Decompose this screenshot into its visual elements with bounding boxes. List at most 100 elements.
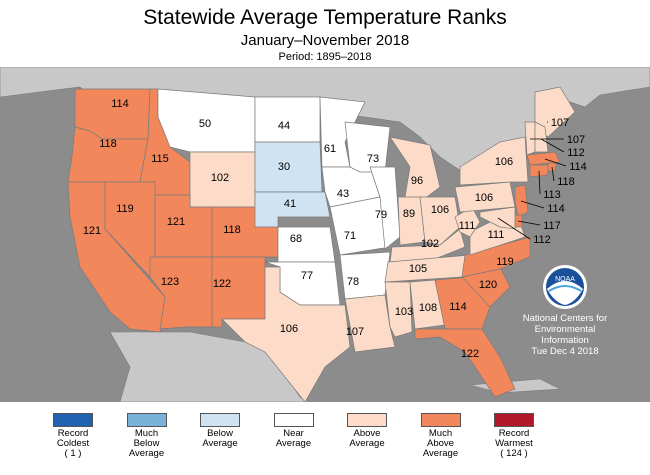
rank-mt: 50 — [199, 118, 211, 130]
legend-swatch — [494, 413, 534, 427]
legend-label: Above Average — [349, 428, 385, 449]
noaa-logo: NOAA — [543, 265, 587, 309]
rank-ct: 113 — [543, 189, 561, 201]
legend-swatch — [273, 413, 314, 427]
leader-line-nj — [520, 200, 545, 209]
rank-ms: 103 — [395, 306, 413, 318]
us-temperature-map: 114 118 121 115 119 50 102 121 123 118 122 44 30 41 68… — [0, 67, 650, 402]
state-nm — [211, 256, 266, 328]
rank-ia: 43 — [337, 188, 349, 200]
legend-item-much-below: Much Below Average — [115, 413, 179, 459]
rank-ut: 121 — [167, 216, 185, 228]
rank-vt: 107 — [567, 134, 585, 146]
rank-or: 118 — [99, 138, 117, 150]
state-ma — [526, 151, 561, 166]
rank-ks: 68 — [290, 233, 302, 245]
rank-nh: 112 — [567, 147, 585, 159]
rank-ny: 106 — [495, 156, 513, 168]
leader-line-ri — [551, 166, 555, 182]
rank-al: 108 — [419, 302, 437, 314]
legend-label: Much Below Average — [128, 428, 165, 459]
map-title: Statewide Average Temperature Ranks — [143, 6, 507, 29]
rank-fl: 122 — [461, 348, 479, 360]
rank-ky: 102 — [421, 238, 439, 250]
state-mn — [319, 96, 366, 168]
rank-ar: 78 — [347, 276, 359, 288]
rank-la: 107 — [346, 326, 364, 338]
legend-label: Near Average — [275, 428, 312, 449]
legend-swatch — [53, 413, 93, 427]
state-ms — [384, 281, 413, 338]
rank-ne: 41 — [284, 198, 296, 210]
rank-wi: 73 — [367, 153, 379, 165]
legend-label: Much Above Average — [422, 428, 459, 459]
legend-item-record-warmest: Record Warmest( 124 ) — [482, 413, 546, 459]
credit-line-1: National Centers for — [523, 313, 607, 324]
rank-ca: 121 — [83, 225, 101, 237]
rank-md: 112 — [533, 234, 551, 246]
rank-il: 79 — [375, 209, 387, 221]
legend-swatch — [347, 413, 387, 427]
rank-sd: 30 — [278, 161, 290, 173]
state-me — [534, 86, 576, 138]
rank-mi: 96 — [411, 175, 423, 187]
leader-line-de — [517, 220, 541, 226]
legend-swatch — [420, 413, 461, 427]
leader-line-ma — [544, 158, 567, 167]
noaa-logo-text: NOAA — [555, 276, 575, 283]
rank-ga: 114 — [449, 301, 467, 313]
credit-date: Tue Dec 4 2018 — [531, 346, 598, 357]
legend-item-much-above: Much Above Average — [409, 413, 473, 459]
legend-label: Record Warmest( 124 ) — [495, 428, 533, 459]
rank-nm: 122 — [213, 278, 231, 290]
rank-in: 89 — [403, 208, 415, 220]
rank-ok: 77 — [301, 270, 313, 282]
state-nc — [461, 236, 531, 278]
rank-wa: 114 — [111, 98, 129, 110]
state-nh — [534, 121, 549, 153]
rank-oh: 106 — [431, 204, 449, 216]
legend-label: Below Average — [202, 428, 238, 449]
rank-wv: 111 — [459, 220, 476, 232]
legend-item-record-coldest: Record Coldest( 1 ) — [41, 413, 105, 459]
rank-nc: 119 — [496, 256, 514, 268]
rank-tx: 106 — [280, 323, 298, 335]
credit-line-2: Environmental — [535, 324, 596, 335]
states-layer — [67, 86, 576, 402]
rank-de: 117 — [543, 220, 561, 232]
rank-nd: 44 — [278, 120, 290, 132]
rank-ri: 118 — [557, 176, 575, 188]
rank-wy: 102 — [211, 172, 229, 184]
rank-co: 118 — [223, 224, 241, 236]
rank-az: 123 — [161, 276, 179, 288]
legend-label: Record Coldest( 1 ) — [56, 428, 90, 459]
rank-ma: 114 — [569, 161, 587, 173]
state-la — [344, 294, 396, 353]
legend-item-below: Below Average — [188, 413, 252, 449]
legend-item-near: Near Average — [262, 413, 326, 449]
rank-sc: 120 — [479, 279, 497, 291]
legend-swatch — [200, 413, 240, 427]
rank-nv: 119 — [116, 203, 134, 215]
rank-mn: 61 — [324, 143, 336, 155]
map-period: Period: 1895–2018 — [278, 51, 372, 63]
leader-line-nh — [540, 138, 565, 153]
rank-me: 107 — [551, 117, 569, 129]
rank-mo: 71 — [344, 230, 356, 242]
state-il — [369, 166, 401, 250]
rank-labels: 114 118 121 115 119 50 102 121 123 118 122 44 30 41 68… — [83, 98, 587, 360]
legend-swatch — [126, 413, 167, 427]
leader-line-md — [497, 217, 531, 240]
leader-line-ct — [538, 170, 541, 195]
state-fl — [414, 328, 516, 398]
map-subtitle: January–November 2018 — [240, 32, 410, 49]
rank-pa: 106 — [475, 192, 493, 204]
rank-va: 111 — [488, 229, 505, 241]
state-vt — [524, 121, 536, 156]
legend-item-above: Above Average — [335, 413, 399, 449]
rank-tn: 105 — [409, 263, 427, 275]
state-mo — [329, 196, 391, 256]
credit-line-3: Information — [541, 335, 589, 346]
state-ks — [277, 226, 336, 263]
rank-id: 115 — [151, 153, 169, 165]
